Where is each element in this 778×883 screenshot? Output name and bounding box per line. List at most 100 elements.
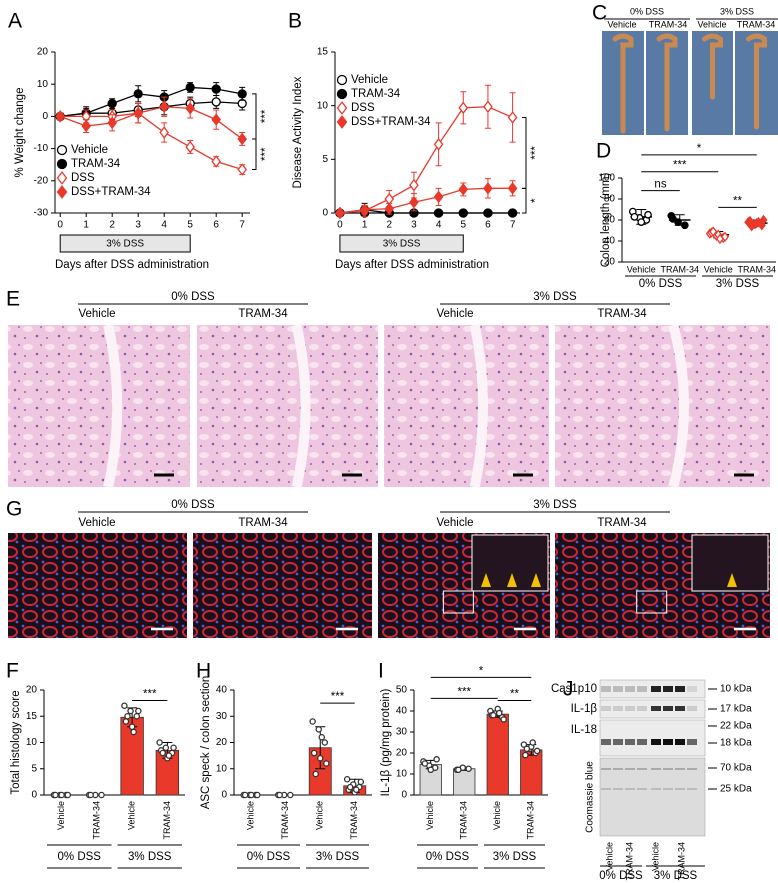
x-tick-label: 0 — [337, 220, 343, 231]
marker — [185, 82, 195, 93]
data-point — [357, 778, 365, 786]
colon — [702, 33, 723, 100]
group-label: 3% DSS — [716, 278, 760, 290]
y-axis-label: ASC speck / colon section — [200, 676, 212, 810]
marker — [433, 138, 444, 151]
size-marker: 70 kDa — [720, 763, 752, 774]
data-point — [533, 747, 541, 755]
legend-label: Vehicle — [351, 74, 388, 86]
y-tick-label: 0 — [322, 208, 328, 219]
size-marker: 18 kDa — [720, 738, 752, 749]
x-tick-label: 3 — [411, 220, 417, 231]
y-tick-label: 40 — [604, 236, 616, 247]
marker — [237, 132, 248, 146]
y-axis-label: % Weight change — [14, 88, 26, 178]
lane-label: TRAM-34 — [649, 19, 688, 29]
micrograph — [197, 325, 378, 487]
significance-label: *** — [260, 109, 272, 123]
marker — [159, 126, 170, 139]
x-tick-label: 6 — [485, 220, 491, 231]
x-tick-label: TRAM-34 — [526, 801, 536, 840]
marker — [211, 113, 222, 126]
y-axis-label: IL-1β (pg/mg protein) — [380, 689, 392, 797]
group-label: 0% DSS — [171, 291, 215, 303]
significance-label: ns — [654, 179, 666, 191]
x-tick-label: TRAM-34 — [660, 264, 699, 274]
x-tick-label: TRAM-34 — [737, 264, 776, 274]
significance-label: *** — [260, 147, 272, 161]
y-tick-label: 50 — [396, 685, 408, 696]
colon — [612, 33, 634, 134]
data-point — [346, 783, 354, 791]
y-tick-label: 10 — [26, 737, 38, 748]
data-point — [709, 226, 718, 237]
marker — [384, 202, 395, 215]
band — [651, 686, 661, 692]
treatment-label: 3% DSS — [383, 239, 421, 250]
data-point — [130, 728, 137, 736]
group-label: 3% DSS — [128, 851, 172, 863]
y-axis-label: Total histology score — [10, 690, 22, 794]
marker — [507, 111, 518, 124]
data-point — [680, 221, 689, 230]
marker — [107, 98, 117, 109]
y-axis-label: Colon length (mm) — [600, 173, 612, 268]
data-point — [495, 709, 503, 717]
band — [601, 788, 611, 790]
y-axis-label: Disease Activity Index — [292, 76, 304, 188]
legend-label: DSS+TRAM-34 — [71, 186, 151, 198]
x-tick-label: TRAM-34 — [459, 801, 469, 840]
y-tick-label: 20 — [216, 737, 228, 748]
data-point — [754, 216, 763, 228]
marker — [81, 119, 92, 133]
y-tick-label: -20 — [34, 175, 49, 186]
legend-label: DSS — [71, 172, 95, 184]
y-tick-label: 0 — [401, 790, 407, 801]
x-tick-label: Vehicle — [246, 801, 256, 830]
lane-label: Vehicle — [436, 517, 473, 529]
significance-label: * — [530, 198, 542, 203]
data-point — [500, 716, 507, 723]
marker — [409, 178, 419, 192]
x-tick-label: TRAM-34 — [349, 801, 359, 840]
x-tick-label: 7 — [510, 220, 516, 231]
x-tick-label: 2 — [386, 220, 392, 231]
micrograph — [8, 325, 190, 487]
data-point — [520, 741, 528, 748]
band — [625, 686, 635, 692]
band — [625, 768, 635, 770]
band — [601, 739, 611, 745]
marker — [185, 102, 196, 115]
x-tick-label: 6 — [213, 220, 219, 231]
band — [687, 739, 697, 745]
data-point — [529, 739, 536, 746]
colon — [656, 33, 678, 132]
roi — [636, 590, 668, 614]
band — [613, 739, 623, 745]
lane-label: Vehicle — [650, 842, 660, 871]
y-tick-label: 15 — [317, 47, 329, 58]
x-tick-label: Vehicle — [315, 801, 325, 830]
roi — [442, 590, 474, 614]
marker — [507, 182, 518, 195]
band — [651, 739, 661, 745]
panel-letter: D — [596, 140, 611, 163]
y-tick-label: 10 — [37, 79, 49, 90]
x-tick-label: Vehicle — [127, 801, 137, 830]
group-label: 3% DSS — [533, 499, 577, 511]
legend-label: TRAM-34 — [351, 88, 401, 100]
y-tick-label: 30 — [216, 711, 228, 722]
y-tick-label: 10 — [317, 100, 329, 111]
data-point — [276, 791, 283, 799]
band — [613, 686, 623, 692]
arrowhead — [481, 573, 491, 587]
data-point — [162, 744, 170, 752]
band — [601, 706, 611, 711]
y-tick-label: 20 — [37, 47, 49, 58]
band — [637, 788, 647, 790]
panel-letter: H — [196, 660, 211, 683]
y-tick-label: 40 — [216, 685, 228, 696]
row-label: IL-1β — [571, 703, 598, 715]
legend-label: TRAM-34 — [71, 158, 121, 170]
